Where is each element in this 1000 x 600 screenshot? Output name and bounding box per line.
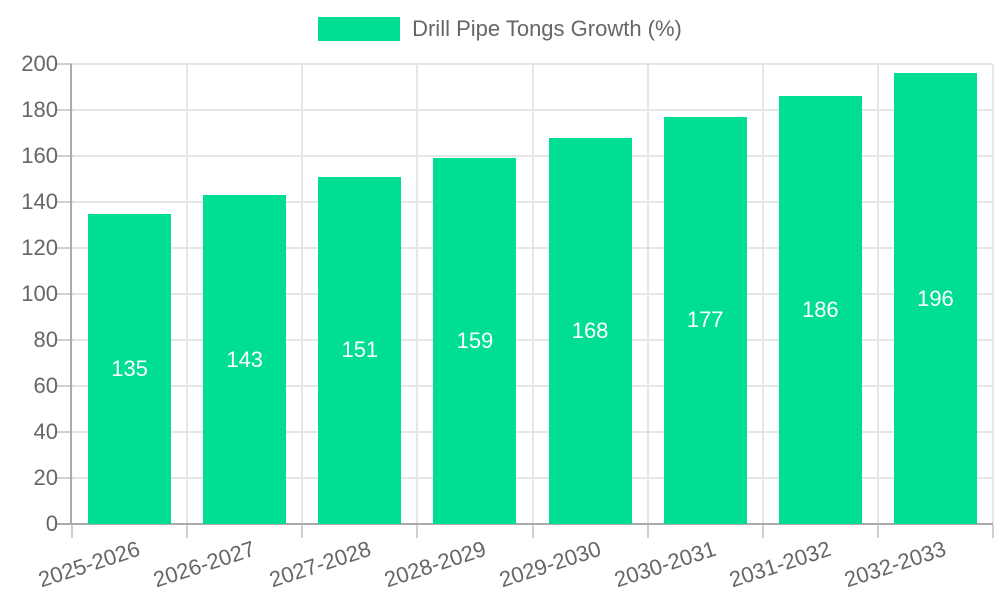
gridline-vertical	[646, 64, 649, 524]
bar-2025-2026[interactable]: 135	[88, 213, 172, 524]
x-axis-tick	[416, 525, 419, 538]
y-axis-tick	[57, 293, 73, 295]
gridline-vertical	[992, 64, 994, 524]
x-axis-category-label: 2030-2031	[611, 536, 719, 593]
y-axis-tick	[57, 385, 73, 387]
gridline-vertical	[761, 64, 764, 524]
x-axis-tick	[301, 525, 304, 538]
y-axis-tick-label: 100	[21, 281, 58, 306]
x-axis-category-label: 2028-2029	[380, 536, 489, 593]
legend-swatch	[318, 17, 401, 41]
y-axis-tick-label: 140	[21, 189, 58, 214]
bar-2032-2033[interactable]: 196	[893, 73, 977, 524]
x-axis-category-label: 2032-2033	[841, 536, 950, 593]
y-axis-tick-label: 160	[21, 143, 58, 168]
x-axis-tick	[646, 525, 649, 538]
x-axis-tick	[71, 525, 73, 538]
x-axis-line	[57, 523, 993, 525]
bar-2027-2028[interactable]: 151	[318, 176, 402, 524]
y-axis-tick	[57, 339, 73, 341]
y-axis-tick-label: 200	[21, 51, 58, 76]
x-axis-tick	[186, 525, 189, 538]
x-axis-category-label: 2031-2032	[726, 536, 835, 593]
y-axis-line	[70, 64, 72, 525]
y-axis-tick-label: 80	[33, 327, 58, 352]
bar-value-label: 177	[686, 307, 724, 333]
bar-value-label: 159	[456, 328, 494, 354]
gridline-vertical	[186, 64, 189, 524]
y-axis-tick	[57, 155, 73, 157]
bar-2026-2027[interactable]: 143	[203, 195, 287, 524]
y-axis-tick-label: 40	[33, 419, 58, 444]
x-axis-tick	[992, 525, 994, 538]
y-axis-tick-label: 60	[33, 373, 58, 398]
legend-label: Drill Pipe Tongs Growth (%)	[412, 16, 682, 41]
gridline-vertical	[531, 64, 534, 524]
y-axis-tick	[57, 201, 73, 203]
x-axis-category-label: 2025-2026	[35, 536, 144, 593]
x-axis-category-label: 2026-2027	[150, 536, 259, 593]
bar-value-label: 168	[571, 317, 609, 343]
y-axis-tick	[57, 63, 73, 65]
bar-value-label: 196	[917, 285, 954, 311]
x-axis-tick	[761, 525, 764, 538]
x-axis-tick	[531, 525, 534, 538]
y-axis-tick	[57, 431, 73, 433]
gridline-vertical	[876, 64, 879, 524]
gridline-vertical	[416, 64, 419, 524]
bar-2028-2029[interactable]: 159	[433, 158, 517, 524]
y-axis-tick-label: 20	[33, 465, 58, 490]
bar-value-label: 135	[111, 355, 148, 381]
bar-2030-2031[interactable]: 177	[663, 116, 747, 524]
y-axis-tick	[57, 477, 73, 479]
legend-item[interactable]: Drill Pipe Tongs Growth (%)	[0, 16, 1000, 42]
y-axis-tick-label: 0	[45, 511, 58, 536]
gridline-vertical	[301, 64, 304, 524]
bar-2031-2032[interactable]: 186	[778, 96, 862, 524]
bar-2029-2030[interactable]: 168	[548, 137, 632, 524]
bar-value-label: 151	[341, 337, 379, 363]
y-axis-tick	[57, 109, 73, 111]
y-axis-tick-label: 120	[21, 235, 58, 260]
y-axis-tick	[57, 247, 73, 249]
bar-value-label: 186	[801, 297, 839, 323]
bar-value-label: 143	[226, 346, 264, 372]
x-axis-category-label: 2027-2028	[265, 536, 374, 593]
y-axis-tick-label: 180	[21, 97, 58, 122]
x-axis-category-label: 2029-2030	[495, 536, 604, 593]
x-axis-tick	[876, 525, 879, 538]
